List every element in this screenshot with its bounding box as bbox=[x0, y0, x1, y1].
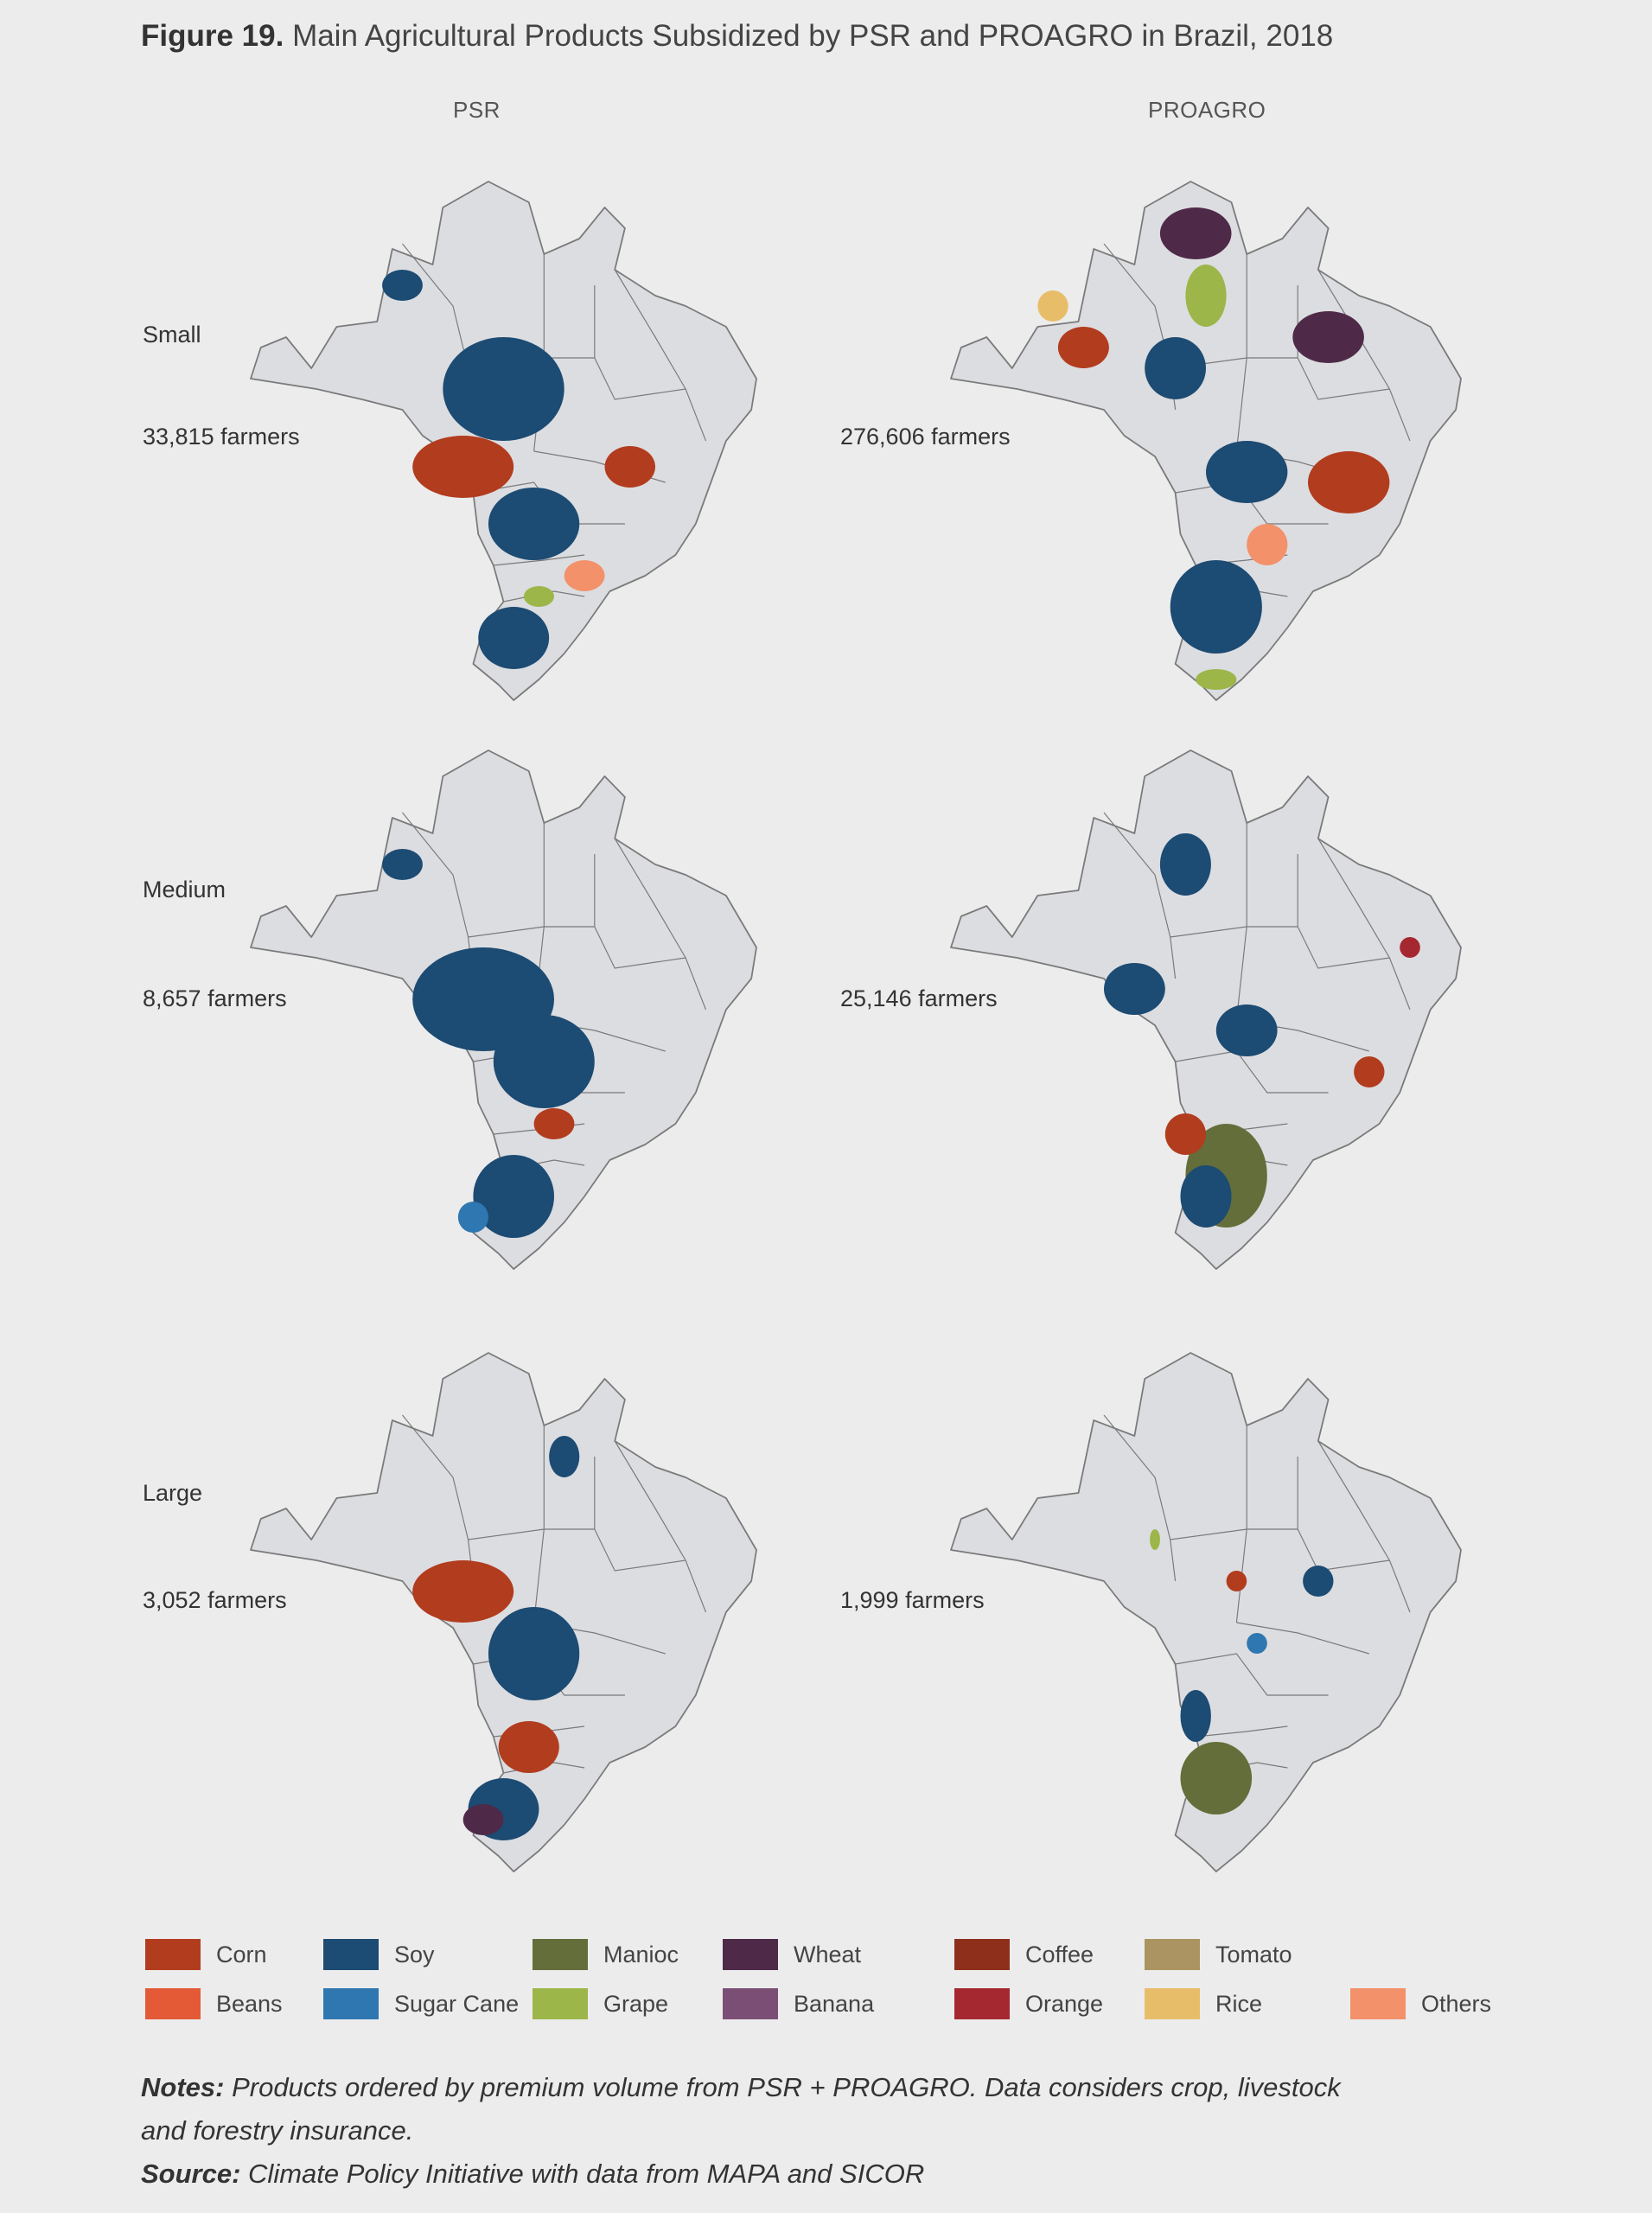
map-psr-medium bbox=[250, 749, 757, 1270]
proagro-medium-farmers: 25,146 farmers bbox=[840, 985, 998, 1011]
notes-line-1: Notes: Products ordered by premium volum… bbox=[141, 2066, 1524, 2109]
legend-orange: Orange bbox=[954, 1986, 1103, 2022]
legend-swatch-manioc bbox=[533, 1939, 588, 1970]
map-proagro-large bbox=[950, 1352, 1462, 1872]
legend-label-banana: Banana bbox=[794, 1990, 875, 2017]
legend-label-sugar-cane: Sugar Cane bbox=[394, 1990, 520, 2017]
legend-label-corn: Corn bbox=[216, 1941, 267, 1967]
legend-sugar-cane: Sugar Cane bbox=[323, 1986, 519, 2022]
legend-others: Others bbox=[1350, 1986, 1491, 2022]
column-header-proagro: PROAGRO bbox=[1148, 97, 1266, 123]
column-header-psr: PSR bbox=[453, 97, 501, 123]
notes-block: Notes: Products ordered by premium volum… bbox=[141, 2066, 1524, 2196]
map-proagro-small bbox=[950, 181, 1462, 701]
legend-label-soy: Soy bbox=[394, 1941, 435, 1967]
legend-manioc: Manioc bbox=[533, 1936, 679, 1973]
legend-label-beans: Beans bbox=[216, 1990, 283, 2017]
legend-swatch-rice bbox=[1145, 1988, 1200, 2019]
legend-swatch-coffee bbox=[954, 1939, 1010, 1970]
legend-label-others: Others bbox=[1421, 1990, 1492, 2017]
legend-coffee: Coffee bbox=[954, 1936, 1094, 1973]
legend-swatch-beans bbox=[145, 1988, 201, 2019]
psr-small-farmers: 33,815 farmers bbox=[143, 424, 300, 450]
legend-swatch-grape bbox=[533, 1988, 588, 2019]
psr-medium-farmers: 8,657 farmers bbox=[143, 985, 287, 1011]
legend-banana: Banana bbox=[723, 1986, 874, 2022]
notes-text-1: Products ordered by premium volume from … bbox=[232, 2072, 1341, 2102]
figure-title-text: Main Agricultural Products Subsidized by… bbox=[292, 19, 1334, 53]
legend-swatch-others bbox=[1350, 1988, 1406, 2019]
psr-large-farmers: 3,052 farmers bbox=[143, 1587, 287, 1613]
legend-label-coffee: Coffee bbox=[1025, 1941, 1094, 1967]
legend-swatch-wheat bbox=[723, 1939, 778, 1970]
proagro-large-farmers: 1,999 farmers bbox=[840, 1587, 985, 1613]
legend-tomato: Tomato bbox=[1145, 1936, 1292, 1973]
proagro-small-farmers: 276,606 farmers bbox=[840, 424, 1011, 450]
row-label-large: Large bbox=[143, 1480, 203, 1506]
legend-rice: Rice bbox=[1145, 1986, 1262, 2022]
legend-swatch-tomato bbox=[1145, 1939, 1200, 1970]
legend-label-rice: Rice bbox=[1215, 1990, 1263, 2017]
legend-swatch-corn bbox=[145, 1939, 201, 1970]
legend-label-tomato: Tomato bbox=[1215, 1941, 1292, 1967]
legend-wheat: Wheat bbox=[723, 1936, 861, 1973]
notes-label: Notes: bbox=[141, 2072, 225, 2102]
legend-grape: Grape bbox=[533, 1986, 668, 2022]
source-line: Source: Climate Policy Initiative with d… bbox=[141, 2152, 1524, 2196]
row-label-medium: Medium bbox=[143, 877, 226, 902]
map-psr-small bbox=[250, 181, 757, 701]
row-label-small: Small bbox=[143, 322, 201, 348]
figure-title: Figure 19. Main Agricultural Products Su… bbox=[141, 19, 1333, 54]
source-text: Climate Policy Initiative with data from… bbox=[248, 2159, 925, 2189]
notes-text-2: and forestry insurance. bbox=[141, 2115, 414, 2146]
legend-label-orange: Orange bbox=[1025, 1990, 1104, 2017]
legend-soy: Soy bbox=[323, 1936, 435, 1973]
legend-corn: Corn bbox=[145, 1936, 267, 1973]
legend-swatch-banana bbox=[723, 1988, 778, 2019]
legend-swatch-orange bbox=[954, 1988, 1010, 2019]
legend-swatch-sugar-cane bbox=[323, 1988, 379, 2019]
legend-label-wheat: Wheat bbox=[794, 1941, 862, 1967]
figure-number: Figure 19. bbox=[141, 19, 284, 53]
map-proagro-medium bbox=[950, 749, 1462, 1270]
legend-label-grape: Grape bbox=[603, 1990, 669, 2017]
legend-label-manioc: Manioc bbox=[603, 1941, 679, 1967]
source-label: Source: bbox=[141, 2159, 241, 2189]
maps-canvas bbox=[250, 181, 1462, 1872]
legend-beans: Beans bbox=[145, 1986, 283, 2022]
legend-swatch-soy bbox=[323, 1939, 379, 1970]
map-psr-large bbox=[250, 1352, 757, 1872]
